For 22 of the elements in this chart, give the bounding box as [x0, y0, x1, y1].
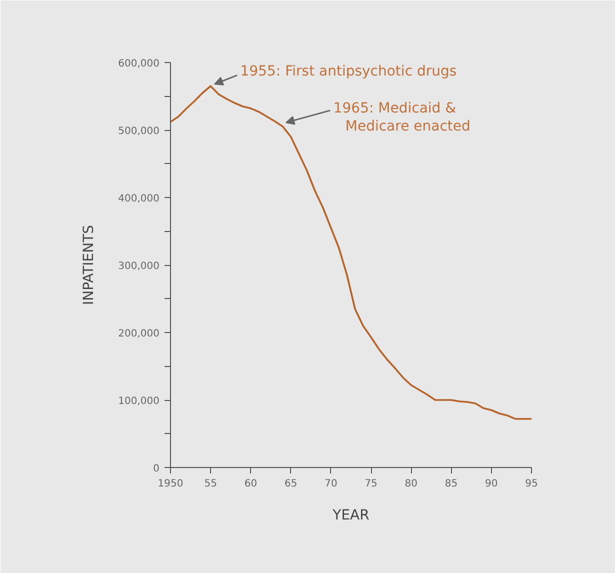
x-tick-label: 80 — [404, 478, 418, 490]
y-tick-label: 100,000 — [118, 396, 160, 407]
x-tick-label: 85 — [444, 478, 458, 490]
x-tick-label: 70 — [324, 478, 338, 490]
x-tick-label: 90 — [485, 478, 498, 490]
y-axis-title: INPATIENTS — [81, 224, 98, 306]
x-tick-label: 75 — [364, 478, 378, 490]
x-tick-label: 95 — [525, 478, 538, 490]
x-tick-label: 55 — [204, 478, 217, 490]
x-tick-label: 60 — [244, 478, 258, 490]
y-tick-label: 0 — [153, 464, 160, 474]
y-tick-label: 400,000 — [118, 194, 160, 204]
y-tick-label: 500,000 — [118, 126, 160, 137]
x-axis-title: YEAR — [332, 508, 370, 524]
x-tick-label: 1950 — [158, 478, 184, 490]
annotation: 1955: First antipsychotic drugs — [240, 63, 457, 80]
y-tick-label: 200,000 — [118, 328, 160, 340]
annotation: 1965: Medicaid & Medicare enacted — [333, 100, 470, 135]
y-tick-label: 600,000 — [118, 58, 160, 70]
y-tick-label: 300,000 — [118, 261, 160, 272]
line-series — [170, 85, 532, 420]
x-tick-label: 65 — [284, 478, 298, 490]
